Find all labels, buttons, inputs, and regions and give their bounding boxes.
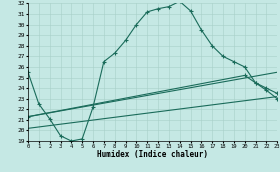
X-axis label: Humidex (Indice chaleur): Humidex (Indice chaleur) (97, 150, 208, 159)
